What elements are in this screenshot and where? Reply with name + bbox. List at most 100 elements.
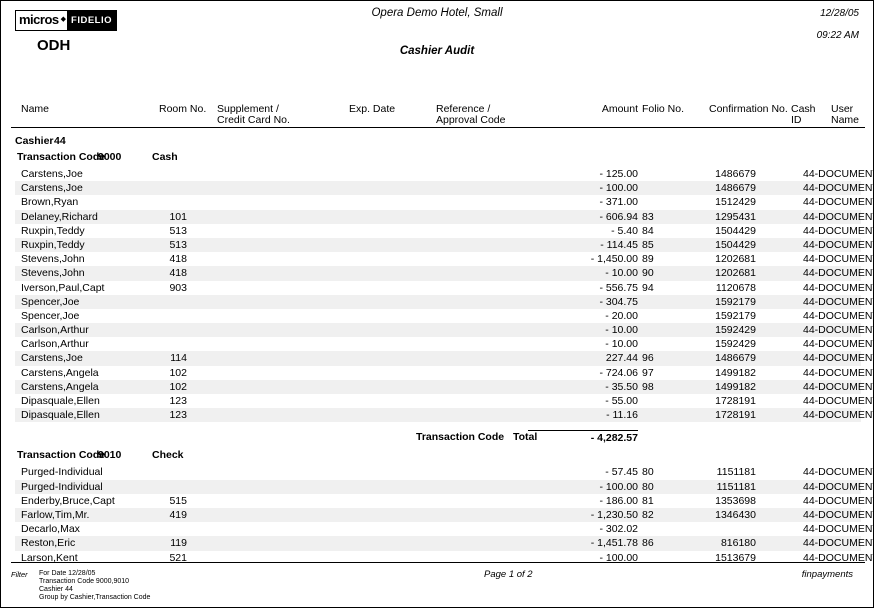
cell-reference — [425, 210, 530, 224]
cell-reference — [425, 394, 530, 408]
footer-divider — [11, 562, 865, 563]
cell-name: Enderby,Bruce,Capt — [21, 494, 115, 507]
cell-name: Delaney,Richard — [21, 210, 98, 223]
column-header-confirmation: Confirmation No. — [709, 103, 788, 115]
cell-cash-id-user: 44-DOCUMENT — [803, 168, 874, 180]
table-row: Enderby,Bruce,Capt 515 - 186.00 81 1353698 44… — [15, 494, 873, 508]
column-header-supplement-2: Credit Card No. — [217, 114, 290, 126]
column-header-reference-2: Approval Code — [436, 114, 506, 126]
section-header: Transaction Code 9000 Cash — [15, 150, 861, 167]
cell-confirmation: 816180 — [720, 537, 756, 550]
cell-amount: - 100.00 — [599, 551, 638, 564]
cell-amount: - 100.00 — [599, 182, 638, 195]
cell-supplement — [217, 266, 347, 280]
table-row: Carlson,Arthur - 10.00 1592429 44-DOCUMENT — [15, 323, 874, 338]
column-header-reference-1: Reference / — [436, 103, 491, 115]
cell-amount: - 35.50 — [605, 380, 638, 393]
cell-amount: - 1,450.00 — [590, 253, 638, 266]
header-divider — [11, 127, 865, 128]
cell-exp-date — [347, 238, 425, 252]
cell-room-no — [155, 337, 217, 351]
cell-folio-no — [638, 195, 676, 209]
cell-cash-id-user: 44-DOCUMENT — [803, 395, 874, 407]
hotel-name: Opera Demo Hotel, Small — [371, 7, 503, 19]
cell-confirmation: 1504429 — [715, 238, 756, 251]
cell-folio-no: 96 — [642, 352, 654, 365]
footer-filter-label: Filter — [11, 570, 28, 579]
column-header-user-1: User — [831, 103, 854, 115]
cell-confirmation: 1346430 — [715, 508, 756, 521]
cell-cash-id-user: 44-DOCUMENT — [803, 551, 874, 564]
cell-exp-date — [347, 337, 425, 351]
cell-name: Carstens,Joe — [21, 352, 83, 365]
cell-reference — [425, 295, 530, 309]
cell-amount: - 10.00 — [605, 338, 638, 351]
cell-supplement — [217, 224, 347, 238]
transaction-code-label: Transaction Code — [17, 151, 106, 163]
transaction-code-value: 9000 — [98, 151, 122, 163]
cell-cash-id-user: 44-DOCUMENT — [803, 409, 874, 422]
cell-supplement — [217, 508, 347, 522]
cell-name: Ruxpin,Teddy — [21, 238, 85, 251]
report-date: 12/28/05 — [820, 8, 859, 19]
report-time: 09:22 AM — [816, 30, 859, 41]
cell-name: Larson,Kent — [21, 551, 78, 564]
cell-amount: - 55.00 — [605, 395, 638, 407]
cell-supplement — [217, 480, 347, 494]
cell-room-no: 513 — [169, 238, 187, 251]
cell-confirmation: 1728191 — [715, 409, 756, 422]
cell-room-no — [155, 465, 217, 479]
cell-confirmation: 1592179 — [715, 309, 756, 322]
cell-cash-id-user: 44-DOCUMENT — [803, 324, 874, 337]
cell-confirmation: 1592429 — [715, 338, 756, 351]
table-row: Purged-Individual - 100.00 80 1151181 44-DOC… — [15, 479, 873, 494]
cell-name: Reston,Eric — [21, 537, 76, 550]
cell-name: Carstens,Angela — [21, 380, 99, 393]
footer-page-number: Page 1 of 2 — [484, 569, 533, 580]
cell-folio-no: 85 — [642, 238, 654, 251]
cell-name: Carlson,Arthur — [21, 324, 89, 337]
section-header: Transaction Code 9010 Check — [15, 448, 861, 465]
cell-cash-id-user: 44-DOCUMENT — [803, 309, 874, 322]
cell-reference — [425, 337, 530, 351]
cell-supplement — [217, 252, 347, 266]
cell-confirmation: 1353698 — [715, 494, 756, 507]
cell-confirmation: 1295431 — [715, 210, 756, 223]
cell-supplement — [217, 323, 347, 337]
cell-amount: - 100.00 — [599, 480, 638, 493]
cell-amount: - 11.16 — [606, 409, 638, 422]
cell-exp-date — [347, 195, 425, 209]
cell-exp-date — [347, 408, 425, 422]
cell-supplement — [217, 309, 347, 323]
transaction-sections: Transaction Code 9000 Cash Carstens,Joe - 12… — [15, 150, 874, 565]
cell-amount: - 114.45 — [600, 238, 638, 251]
filter-line: Cashier 44 — [39, 585, 73, 593]
cell-room-no — [155, 323, 217, 337]
cell-exp-date — [347, 323, 425, 337]
cell-room-no: 418 — [169, 253, 187, 266]
table-row: Carstens,Angela 102 - 35.50 98 1499182 44-DOC… — [15, 379, 874, 394]
cell-exp-date — [347, 181, 425, 195]
cell-room-no — [155, 295, 217, 309]
cell-reference — [425, 238, 530, 252]
transaction-code-section: Transaction Code 9010 Check Purged-Individu… — [15, 448, 874, 564]
cell-cash-id-user: 44-DOCUMENT — [803, 380, 874, 393]
property-code: ODH — [37, 37, 71, 54]
cashier-number: 44 — [54, 135, 66, 147]
section-rows: Purged-Individual - 57.45 80 1151181 44-DOCU… — [15, 465, 874, 564]
table-row: Iverson,Paul,Capt 903 - 556.75 94 1120678 44-… — [15, 281, 873, 295]
cell-folio-no — [638, 408, 676, 422]
cell-room-no — [155, 480, 217, 494]
cell-cash-id-user: 44-DOCUMENT — [803, 338, 874, 351]
cell-confirmation: 1486679 — [715, 168, 756, 180]
column-header-folio: Folio No. — [642, 103, 685, 115]
footer-report-name: finpayments — [801, 569, 853, 580]
cell-confirmation: 1151181 — [716, 480, 756, 493]
cell-confirmation: 1202681 — [715, 267, 756, 280]
cell-name: Stevens,John — [21, 267, 85, 280]
cell-name: Carstens,Angela — [21, 366, 99, 379]
cell-exp-date — [347, 295, 425, 309]
cell-reference — [425, 167, 530, 181]
cell-amount: - 304.75 — [599, 295, 638, 308]
cell-supplement — [217, 465, 347, 479]
